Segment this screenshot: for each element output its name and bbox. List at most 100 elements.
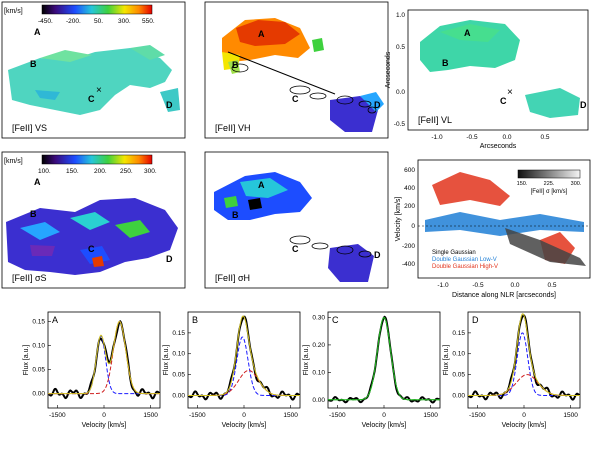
region-label-a: A xyxy=(258,180,265,190)
y-axis-label: Flux [a.u.] xyxy=(23,345,30,376)
region-label-d: D xyxy=(166,254,173,264)
cbar-tick: 150. xyxy=(517,181,528,187)
region-label-d: D xyxy=(580,100,587,110)
cbar-tick: 50. xyxy=(94,18,103,25)
x-tick: 0 xyxy=(242,412,246,419)
region-label-c: C xyxy=(292,94,299,104)
velocity-nlr-plot: 150. 225. 300. [FeII] σ [km/s] 600 400 2… xyxy=(395,159,591,299)
colorbar-unit: [km/s] xyxy=(4,158,23,165)
y-tick: 0.05 xyxy=(452,372,465,379)
spectrum-panel-C: C 0.30 0.20 0.10 0.00 -1500 0 1500 Velocity [km/… xyxy=(303,311,441,429)
panel-label: B xyxy=(192,315,198,325)
plot-frame xyxy=(327,311,441,409)
colorbar-velocity xyxy=(41,4,153,15)
x-tick: -0.5 xyxy=(472,282,484,289)
cbar-tick: 300. xyxy=(144,168,157,175)
y-tick: 0.10 xyxy=(452,351,465,358)
region-label-b: B xyxy=(232,210,239,220)
y-tick: 600 xyxy=(404,167,415,174)
region-label-d: D xyxy=(166,100,173,110)
colorbar-title: [FeII] σ [km/s] xyxy=(531,189,568,195)
legend-single: Single Gaussian xyxy=(432,250,476,256)
y-tick: 1.0 xyxy=(396,12,405,19)
legend-low-v: Double Gaussian Low-V xyxy=(432,257,497,263)
y-tick: 0.10 xyxy=(312,369,325,376)
map-caption: [FeII] σS xyxy=(12,273,47,283)
y-tick: 0.5 xyxy=(396,44,405,51)
y-tick: 0.05 xyxy=(32,367,45,374)
x-tick: -1.0 xyxy=(431,134,443,141)
y-tick: 0 xyxy=(411,223,415,230)
map-sigma-h: A B C D [FeII] σH xyxy=(204,151,389,289)
spectrum-panel-B: B 0.15 0.10 0.05 0.00 -1500 0 1500 Velocity [km/… xyxy=(163,311,301,429)
x-tick: 1500 xyxy=(423,412,438,419)
legend-high-v: Double Gaussian High-V xyxy=(432,264,498,270)
region-label-a: A xyxy=(258,29,265,39)
y-tick: 0.00 xyxy=(452,392,465,399)
total-fit xyxy=(468,313,580,396)
gaussian-component xyxy=(468,332,580,396)
observed-spectrum xyxy=(468,314,580,401)
region-label-d: D xyxy=(374,250,381,260)
region-label-a: A xyxy=(34,27,41,37)
nucleus-marker: × xyxy=(96,85,102,96)
map-caption: [FeII] VS xyxy=(12,123,47,133)
region-label-a: A xyxy=(464,28,471,38)
x-tick: -1500 xyxy=(469,412,486,419)
region-label-c: C xyxy=(88,244,95,254)
x-axis-label: Arcseconds xyxy=(480,143,517,150)
x-tick: 0.5 xyxy=(547,282,556,289)
y-tick: 200 xyxy=(404,203,415,210)
y-tick: 0.00 xyxy=(32,391,45,398)
region-label-b: B xyxy=(30,209,37,219)
y-tick: 0.15 xyxy=(452,330,465,337)
y-tick: 0.00 xyxy=(172,392,185,399)
map-vl: A B C D × [FeII] VL 1.0 0.5 0.0 -0.5 -1.… xyxy=(385,9,589,150)
map-sigma-s: [km/s] 100. 150. 200. 250. 300. A B C D … xyxy=(1,151,186,289)
y-axis-label: Arcseconds xyxy=(385,51,392,88)
y-tick: 0.30 xyxy=(312,314,325,321)
y-tick: -0.5 xyxy=(394,121,406,128)
nucleus-marker: × xyxy=(507,87,513,98)
observed-spectrum xyxy=(328,315,440,404)
cbar-tick: 250. xyxy=(120,168,133,175)
map-vs: [km/s] -450. -200. 50. 300. 550. A B C D… xyxy=(1,1,186,139)
cbar-tick: -450. xyxy=(38,18,53,25)
x-axis-label: Velocity [km/s] xyxy=(502,422,547,429)
y-tick: 0.00 xyxy=(312,397,325,404)
spectra-panels: A 0.15 0.10 0.05 0.00 -1500 0 1500 Velocity [km/… xyxy=(23,311,581,429)
panel-label: D xyxy=(472,315,479,325)
y-axis-label: Flux [a.u.] xyxy=(443,345,450,376)
y-tick: 0.10 xyxy=(32,343,45,350)
map-caption: [FeII] VL xyxy=(418,115,452,125)
y-axis-label: Flux [a.u.] xyxy=(303,345,310,376)
panel-label: C xyxy=(332,315,339,325)
map-caption: [FeII] VH xyxy=(215,123,251,133)
y-tick: -200 xyxy=(402,243,415,250)
region-label-c: C xyxy=(292,244,299,254)
cbar-tick: 225. xyxy=(544,181,555,187)
x-tick: 0 xyxy=(382,412,386,419)
cbar-tick: 300. xyxy=(571,181,582,187)
y-tick: 0.15 xyxy=(172,330,185,337)
total-fit xyxy=(48,321,160,395)
gaussian-component xyxy=(188,336,300,396)
region-label-b: B xyxy=(232,60,239,70)
gaussian-component xyxy=(48,321,160,395)
y-tick: 0.15 xyxy=(32,319,45,326)
x-axis-label: Velocity [km/s] xyxy=(222,422,267,429)
x-tick: -1500 xyxy=(189,412,206,419)
x-tick: -1500 xyxy=(329,412,346,419)
region-label-b: B xyxy=(30,59,37,69)
cbar-tick: 150. xyxy=(66,168,79,175)
x-axis-label: Velocity [km/s] xyxy=(82,422,127,429)
total-fit xyxy=(328,316,440,401)
x-tick: 0 xyxy=(522,412,526,419)
spectrum-panel-D: D 0.15 0.10 0.05 0.00 -1500 0 1500 Velocity [km/… xyxy=(443,311,581,429)
y-tick: 400 xyxy=(404,185,415,192)
x-tick: -1500 xyxy=(49,412,66,419)
x-tick: 1500 xyxy=(143,412,158,419)
x-tick: 1500 xyxy=(563,412,578,419)
map-vh: A B C D [FeII] VH xyxy=(204,1,389,139)
